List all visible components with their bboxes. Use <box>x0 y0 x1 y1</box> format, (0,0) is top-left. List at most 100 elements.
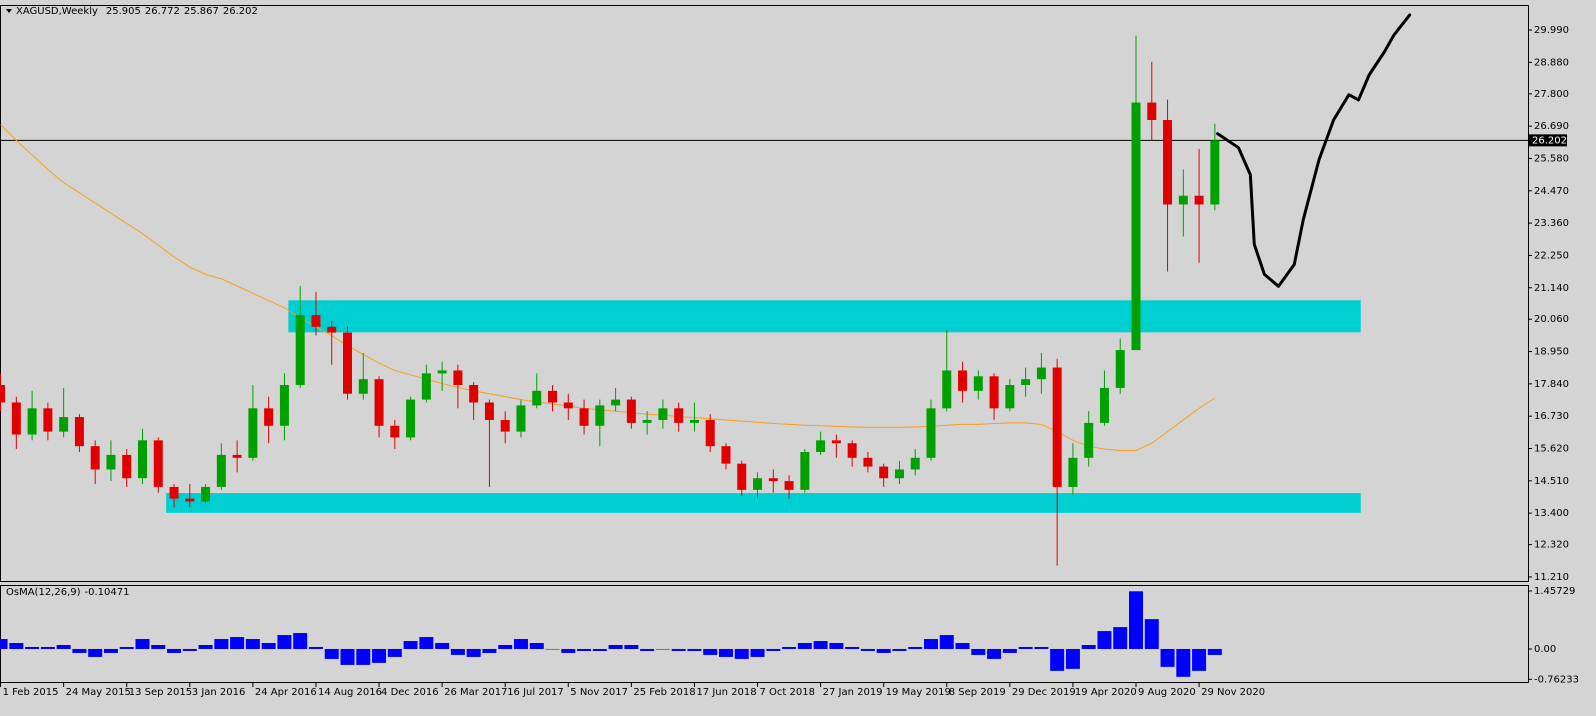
candle-body <box>689 419 699 423</box>
osma-bar <box>498 644 513 649</box>
osma-bar <box>687 648 702 651</box>
osma-bar <box>261 643 276 649</box>
x-tick-label: 3 Jan 2016 <box>192 687 246 698</box>
osma-bar <box>750 648 765 657</box>
candle-body <box>658 408 668 420</box>
osma-bar <box>1081 644 1096 649</box>
indicator-title: OsMA(12,26,9) <box>6 587 81 598</box>
x-tick-label: 4 Dec 2016 <box>381 687 439 698</box>
y-tick-label: 29.990 <box>1534 25 1569 36</box>
candle-body <box>43 408 53 432</box>
x-tick-label: 8 Sep 2019 <box>949 687 1006 698</box>
y-tick-label: 20.060 <box>1534 314 1569 325</box>
candle-body <box>563 402 573 409</box>
candle-body <box>264 408 274 426</box>
candle-body <box>390 425 400 438</box>
candle-body <box>27 408 37 435</box>
candle-body <box>0 385 6 403</box>
y-tick-label: 25.580 <box>1534 153 1569 164</box>
y-tick-label: 15.620 <box>1534 444 1569 455</box>
candle-body <box>705 419 715 447</box>
osma-bar <box>624 644 639 649</box>
candle-body <box>973 376 983 391</box>
x-tick-label: 7 Oct 2018 <box>760 687 815 698</box>
candle-body <box>579 408 589 426</box>
indicator-panel-frame <box>0 585 1529 683</box>
candle-body <box>374 379 384 426</box>
y-tick-label: 13.400 <box>1534 508 1569 519</box>
candle-body <box>1178 195 1188 205</box>
osma-bar <box>466 648 481 657</box>
candle-body <box>737 463 747 490</box>
candle-body <box>469 385 479 403</box>
candle-body <box>137 440 147 479</box>
candle-body <box>1068 457 1078 487</box>
y-tick-label: 0.00 <box>1534 644 1556 655</box>
osma-bar <box>40 646 55 649</box>
x-tick-label: 16 Jul 2017 <box>507 687 564 698</box>
osma-bar <box>1097 631 1112 649</box>
x-tick-label: 24 Apr 2016 <box>255 687 317 698</box>
osma-bar <box>782 646 797 649</box>
osma-bar <box>387 648 402 657</box>
candle-body <box>1005 385 1015 409</box>
y-tick-label: -0.76233 <box>1534 674 1579 685</box>
osma-bar <box>56 644 71 649</box>
candle-body <box>674 408 684 423</box>
osma-bar <box>718 648 733 657</box>
osma-bar <box>308 646 323 649</box>
osma-bar <box>561 648 576 653</box>
osma-bar <box>813 641 828 649</box>
candle-body <box>153 440 163 487</box>
osma-bar <box>167 648 182 653</box>
osma-bar <box>1144 619 1159 649</box>
candle-body <box>90 446 100 470</box>
x-tick-label: 29 Dec 2019 <box>1012 687 1076 698</box>
osma-bar <box>1160 648 1175 667</box>
candle-body <box>169 486 179 499</box>
osma-bar <box>829 643 844 649</box>
osma-bar <box>419 637 434 649</box>
support-zone <box>288 300 1361 333</box>
y-tick-label: 1.45729 <box>1534 586 1575 597</box>
x-tick-label: 1 Feb 2015 <box>3 687 59 698</box>
header-value: 25.905 <box>106 6 141 17</box>
osma-bar <box>703 648 718 655</box>
candle-body <box>484 402 494 420</box>
candle-body <box>11 402 21 435</box>
candle-body <box>1099 387 1109 423</box>
y-tick-label: 21.140 <box>1534 283 1569 294</box>
candle-body <box>59 417 69 432</box>
osma-bar <box>545 648 560 650</box>
candle-body <box>611 399 621 406</box>
y-tick-label: 18.950 <box>1534 347 1569 358</box>
osma-bar <box>1018 646 1033 649</box>
osma-bar <box>734 648 749 659</box>
main-header: XAGUSD,Weekly 25.905 26.772 25.867 26.202 <box>16 6 258 17</box>
candle-body <box>879 466 889 479</box>
osma-bar <box>513 639 528 649</box>
osma-bar <box>72 648 87 653</box>
osma-bar <box>671 648 686 651</box>
candle-body <box>532 390 542 406</box>
candle-body <box>343 332 353 394</box>
x-tick-label: 24 May 2015 <box>66 687 131 698</box>
y-tick-label: 27.800 <box>1534 89 1569 100</box>
x-tick-label: 29 Nov 2020 <box>1201 687 1265 698</box>
osma-bar <box>892 648 907 651</box>
candle-body <box>295 315 305 386</box>
candle-body <box>500 419 510 432</box>
symbol-title: XAGUSD,Weekly <box>16 6 98 17</box>
candle-body <box>847 443 857 458</box>
y-tick-label: 14.510 <box>1534 476 1569 487</box>
projection-path <box>1216 13 1412 288</box>
osma-bar <box>529 643 544 649</box>
candle-body <box>421 373 431 400</box>
osma-bar <box>955 643 970 649</box>
osma-bar <box>324 648 339 659</box>
osma-bar <box>214 639 229 649</box>
candle-body <box>548 390 558 403</box>
candle-body <box>1147 102 1157 121</box>
y-tick-label: 23.360 <box>1534 218 1569 229</box>
